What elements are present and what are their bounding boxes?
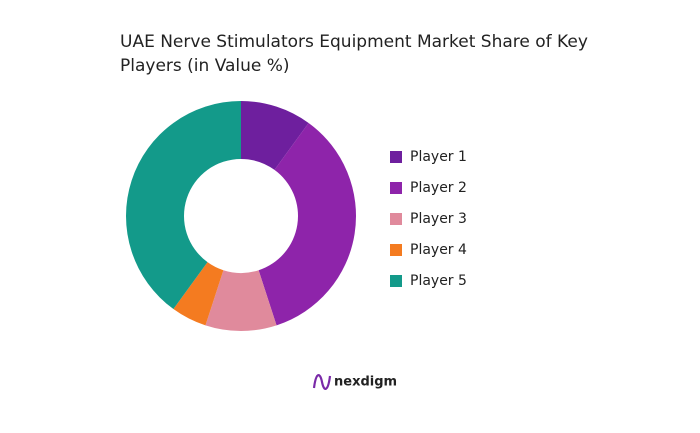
donut-segment [241,101,309,170]
legend-label: Player 2 [410,180,467,196]
legend-label: Player 5 [410,273,467,289]
legend-label: Player 1 [410,149,467,165]
donut-segment [258,122,356,326]
logo-icon [312,374,332,390]
legend-swatch [390,275,402,287]
legend-swatch [390,213,402,225]
donut-segment [205,270,277,331]
donut-segment [173,262,224,326]
brand-name: nexdigm [334,375,397,390]
brand-logo: nexdigm [312,374,397,390]
legend-swatch [390,182,402,194]
donut-segment [126,101,241,310]
legend-label: Player 4 [410,242,467,258]
legend-swatch [390,244,402,256]
chart-title: UAE Nerve Stimulators Equipment Market S… [120,32,588,76]
legend-swatch [390,151,402,163]
legend-label: Player 3 [410,211,467,227]
